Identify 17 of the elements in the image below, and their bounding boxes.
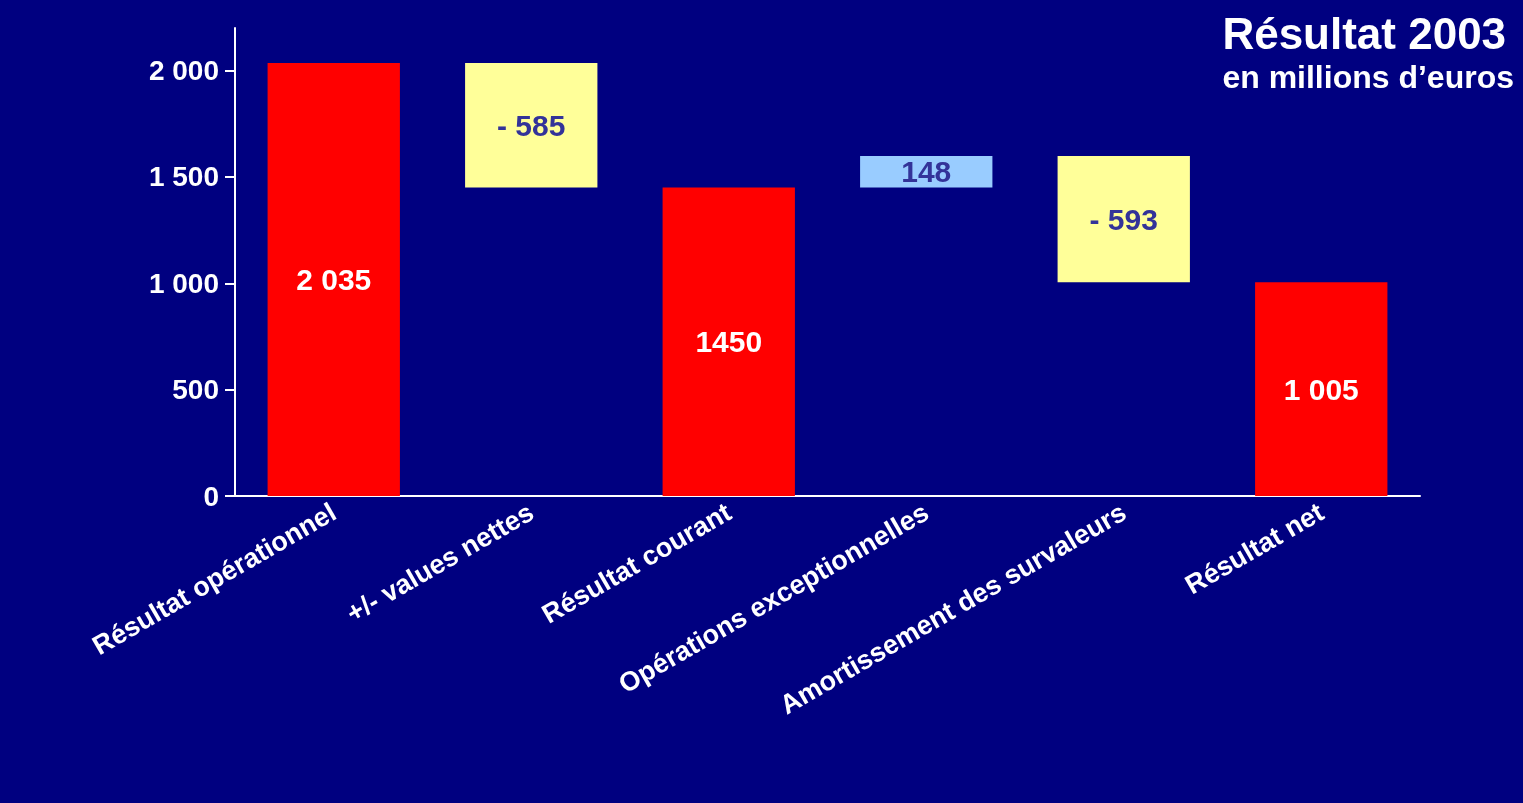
text: en millions d’euros [1222,59,1514,95]
data-label: 148 [901,155,952,189]
y-tick-label: 1 000 [148,267,219,299]
data-label: 1 005 [1283,372,1359,406]
data-label: - 593 [1089,202,1158,236]
bar [1255,282,1388,496]
y-tick-label: 500 [172,374,219,406]
chart-title: Résultat 2003 [1222,8,1507,58]
data-label: 1450 [695,325,763,359]
y-tick-label: 1 500 [148,161,219,193]
y-tick-label: 2 000 [148,55,219,87]
data-label: - 585 [497,108,566,142]
bar [267,63,400,496]
bar [662,187,795,496]
bar [1057,156,1190,283]
bar [465,63,598,188]
data-label: 2 035 [296,263,372,297]
